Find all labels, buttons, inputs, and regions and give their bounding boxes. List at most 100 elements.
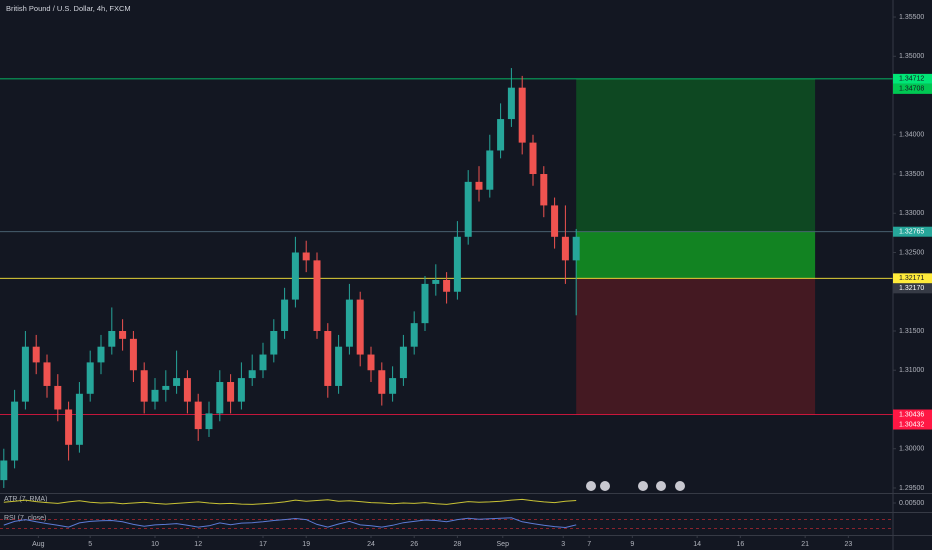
- plot-area: [0, 68, 580, 488]
- candle-body: [75, 393, 83, 445]
- candle-body: [378, 370, 386, 394]
- y-tick-label: 1.33500: [899, 171, 924, 178]
- candle-body: [281, 299, 289, 331]
- x-tick-label: 26: [410, 541, 418, 548]
- price-tag-label: 1.32170: [899, 285, 924, 292]
- y-tick-label: 1.29500: [899, 485, 924, 492]
- candle-body: [486, 150, 494, 190]
- price-tag: [893, 73, 932, 84]
- candle-body: [140, 370, 148, 402]
- x-tick-label: 28: [453, 541, 461, 548]
- open-profit-zone: [576, 231, 816, 279]
- candle-body: [324, 330, 332, 386]
- y-tick-label: 1.31500: [899, 328, 924, 335]
- y-tick-label: 1.30000: [899, 446, 924, 453]
- candle-body: [216, 382, 224, 414]
- candle-body: [518, 87, 526, 143]
- candle-body: [356, 299, 364, 355]
- candle-body: [421, 283, 429, 324]
- candle-body: [497, 119, 505, 151]
- event-icons[interactable]: [586, 481, 685, 491]
- indicator-line: [3, 517, 577, 529]
- candle-body: [162, 385, 170, 390]
- candle-body: [572, 236, 580, 261]
- y-tick-label: 1.35000: [899, 53, 924, 60]
- candle-body: [11, 401, 19, 461]
- price-tag: [893, 419, 932, 430]
- candle-body: [540, 174, 548, 206]
- indicator-name: ATR (7, RMA): [4, 496, 47, 503]
- candle-body: [108, 330, 116, 347]
- candle-body: [464, 181, 472, 237]
- price-tag: [893, 226, 932, 237]
- candle-body: [194, 401, 202, 430]
- stop-zone: [576, 278, 816, 415]
- candle-body: [65, 409, 73, 445]
- event-icon[interactable]: [586, 481, 596, 491]
- indicator-tick-label: 0.00500: [899, 500, 924, 507]
- price-tag: [893, 83, 932, 94]
- candle-body: [119, 330, 127, 339]
- candle-body: [389, 378, 397, 394]
- y-tick-label: 1.35500: [899, 14, 924, 21]
- x-tick-label: 17: [259, 541, 267, 548]
- x-tick-label: 16: [736, 541, 744, 548]
- candle-body: [410, 323, 418, 347]
- candle-body: [313, 260, 321, 331]
- candle-body: [32, 346, 40, 363]
- x-tick-label: 3: [561, 541, 565, 548]
- candle-body: [302, 252, 310, 261]
- x-tick-label: 7: [587, 541, 591, 548]
- candle-body: [54, 385, 62, 410]
- candle-body: [227, 382, 235, 402]
- candle-body: [561, 236, 569, 261]
- candle-body: [43, 362, 51, 386]
- candle-body: [507, 87, 515, 120]
- x-tick-label: 19: [302, 541, 310, 548]
- x-tick-label: 9: [630, 541, 634, 548]
- price-tag-label: 1.30436: [899, 411, 924, 418]
- candle-body: [529, 142, 537, 175]
- candle-body: [367, 354, 375, 371]
- candle-body: [86, 362, 94, 394]
- price-tag: [893, 409, 932, 420]
- x-tick-label: 12: [194, 541, 202, 548]
- candle-body: [259, 354, 267, 371]
- event-icon[interactable]: [600, 481, 610, 491]
- candle-body: [151, 389, 159, 402]
- candle-body: [205, 413, 213, 430]
- x-tick-label: 10: [151, 541, 159, 548]
- y-tick-label: 1.33000: [899, 210, 924, 217]
- candle-body: [129, 338, 137, 371]
- chart-title: British Pound / U.S. Dollar, 4h, FXCM: [6, 4, 131, 13]
- price-tag-label: 1.34712: [899, 76, 924, 83]
- event-icon[interactable]: [656, 481, 666, 491]
- candle-body: [173, 378, 181, 386]
- price-tag: [893, 283, 932, 294]
- candle-body: [97, 346, 105, 363]
- candle-body: [21, 346, 29, 402]
- candle-body: [453, 236, 461, 292]
- candle-body: [399, 346, 407, 379]
- candle-body: [551, 205, 559, 237]
- candle-body: [475, 181, 483, 190]
- event-icon[interactable]: [675, 481, 685, 491]
- price-tag-label: 1.32171: [899, 275, 924, 282]
- y-tick-label: 1.34000: [899, 132, 924, 139]
- price-tag: [893, 273, 932, 284]
- price-tag-label: 1.32765: [899, 229, 924, 236]
- x-tick-label: 14: [693, 541, 701, 548]
- x-tick-label: 24: [367, 541, 375, 548]
- candle-body: [443, 279, 451, 292]
- y-tick-label: 1.32500: [899, 249, 924, 256]
- x-tick-label: Sep: [497, 541, 510, 548]
- candle-body: [183, 378, 191, 402]
- event-icon[interactable]: [638, 481, 648, 491]
- x-tick-label: 23: [844, 541, 852, 548]
- x-tick-label: 21: [801, 541, 809, 548]
- indicator-name: RSI (7, close): [4, 515, 46, 522]
- x-tick-label: Aug: [32, 541, 45, 548]
- position-tool: [0, 78, 893, 415]
- candle-body: [345, 299, 353, 347]
